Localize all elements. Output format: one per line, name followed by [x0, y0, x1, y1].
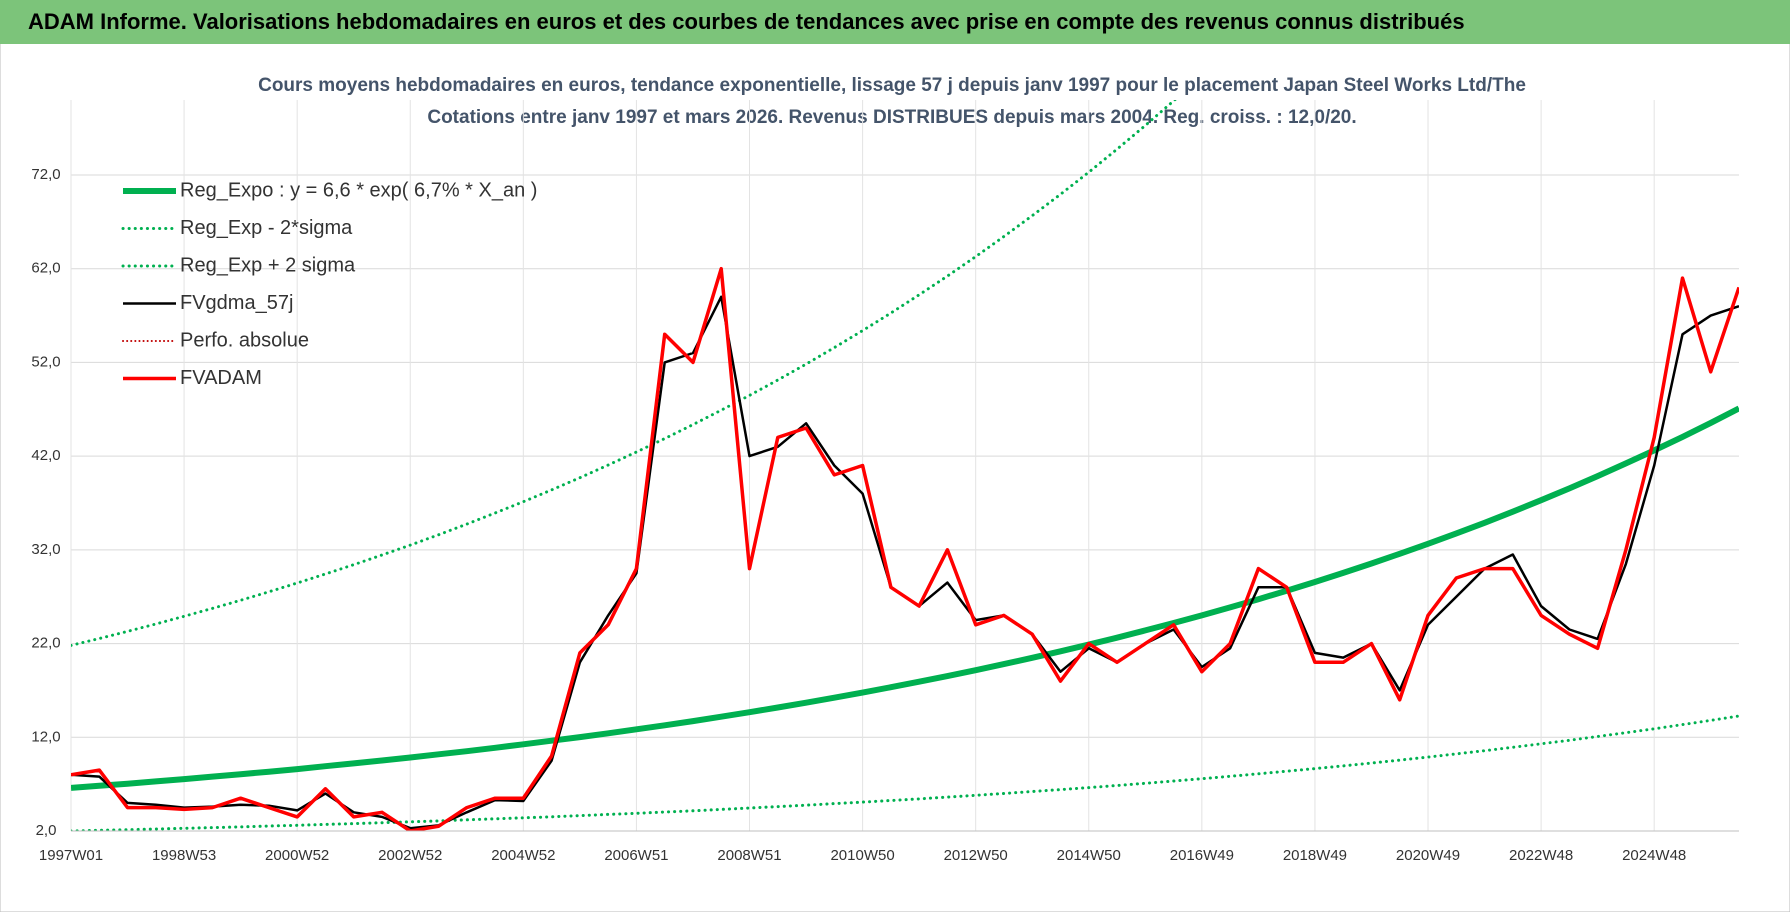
- x-tick-label: 1997W01: [39, 847, 103, 864]
- legend-label: Reg_Exp - 2*sigma: [180, 217, 353, 239]
- chart-subtitle: Cotations entre janv 1997 et mars 2026. …: [427, 107, 1356, 128]
- legend-label: FVgdma_57j: [180, 292, 293, 314]
- x-tick-label: 1998W53: [152, 847, 216, 864]
- series-line: [71, 714, 1739, 831]
- x-tick-label: 2000W52: [265, 847, 329, 864]
- series-line: [71, 266, 1739, 831]
- y-tick-label: 12,0: [31, 728, 60, 745]
- x-tick-label: 2014W50: [1057, 847, 1121, 864]
- legend: Reg_Expo : y = 6,6 * exp( 6,7% * X_an ) R…: [121, 179, 537, 389]
- plot: [71, 100, 1739, 831]
- x-tick-label: 2010W50: [830, 847, 894, 864]
- y-tick-label: 52,0: [31, 353, 60, 370]
- x-tick-label: 2002W52: [378, 847, 442, 864]
- y-tick-label: 32,0: [31, 541, 60, 558]
- legend-label: Perfo. absolue: [180, 329, 309, 351]
- y-tick-label: 2,0: [36, 822, 57, 839]
- x-tick-label: 2020W49: [1396, 847, 1460, 864]
- grid: [70, 100, 1739, 832]
- header-title: ADAM Informe. Valorisations hebdomadaire…: [28, 9, 1465, 34]
- legend-label: Reg_Exp + 2 sigma: [180, 254, 356, 276]
- y-tick-label: 72,0: [31, 166, 60, 183]
- series-line: [71, 100, 1177, 647]
- x-tick-label: 2022W48: [1509, 847, 1573, 864]
- x-tick-label: 2004W52: [491, 847, 555, 864]
- chart-title: Cours moyens hebdomadaires en euros, ten…: [258, 75, 1526, 96]
- x-tick-label: 2012W50: [944, 847, 1008, 864]
- x-tick-label: 2024W48: [1622, 847, 1686, 864]
- x-tick-label: 2018W49: [1283, 847, 1347, 864]
- x-tick-label: 2016W49: [1170, 847, 1234, 864]
- y-tick-label: 42,0: [31, 447, 60, 464]
- x-tick-label: 2006W51: [604, 847, 668, 864]
- legend-label: Reg_Expo : y = 6,6 * exp( 6,7% * X_an ): [180, 179, 537, 201]
- y-tick-label: 22,0: [31, 635, 60, 652]
- header-bar: [0, 0, 1790, 44]
- legend-label: FVADAM: [180, 367, 262, 389]
- y-tick-label: 62,0: [31, 260, 60, 277]
- x-tick-label: 2008W51: [717, 847, 781, 864]
- series-line: [71, 405, 1739, 791]
- axes: 2,0 12,0 22,0 32,0 42,0 52,0 62,0 72,0 1997W01 19…: [31, 166, 1739, 864]
